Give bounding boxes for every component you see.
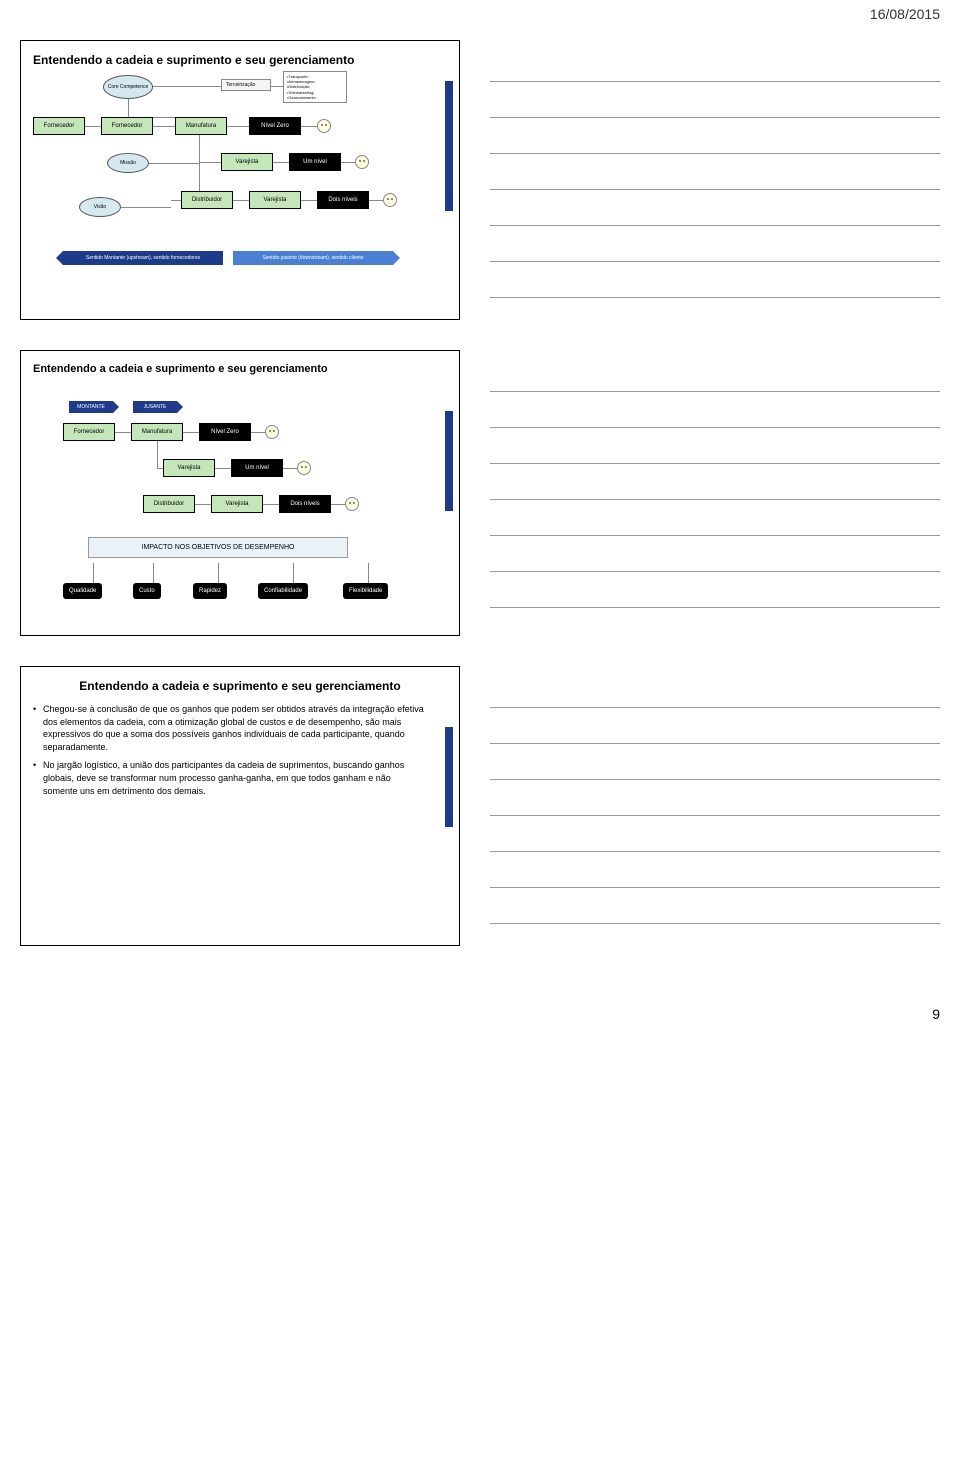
smiley-3 (383, 193, 397, 207)
line (157, 441, 158, 468)
dois-niveis: Dois níveis (317, 191, 369, 209)
slide-3: Entendendo a cadeia e suprimento e seu g… (20, 666, 460, 946)
line (195, 504, 211, 505)
line (93, 563, 94, 583)
arrow-montante: Sentido Montante (upstream), sentido for… (63, 251, 223, 265)
page-number: 9 (0, 996, 960, 1042)
slide-1: Entendendo a cadeia e suprimento e seu g… (20, 40, 460, 320)
slide2-title: Entendendo a cadeia e suprimento e seu g… (33, 363, 447, 375)
sidebar-text: UNIVERSIDADE SALVADOR – UNIFACS (451, 91, 457, 199)
varejista-b2: Varejista (211, 495, 263, 513)
line (157, 468, 163, 469)
obj-flexibilidade: Flexibilidade (343, 583, 388, 599)
fornecedor-1: Fornecedor (33, 117, 85, 135)
bullet-box: •Transporte; •Armazenagem; •Distribuição… (283, 71, 347, 103)
obj-qualidade: Qualidade (63, 583, 102, 599)
slide1-title: Entendendo a cadeia e suprimento e seu g… (33, 53, 447, 67)
line (153, 126, 175, 127)
impact-box: IMPACTO NOS OBJETIVOS DE DESEMPENHO (88, 537, 348, 558)
line (115, 432, 131, 433)
diagram-2: MONTANTE JUSANTE Fornecedor Manufatura N… (33, 383, 447, 623)
line (273, 162, 289, 163)
obj-custo: Custo (133, 583, 161, 599)
lines-col-3 (490, 666, 940, 946)
terc-box: Terceirização (221, 79, 271, 91)
line (218, 563, 219, 583)
line (121, 207, 171, 208)
smiley-b2 (297, 461, 311, 475)
line (149, 163, 199, 164)
sidebar-text-2: UNIVERSIDADE SALVADOR – UNIFACS (451, 416, 457, 524)
bullet5: •Gerenciamento (287, 95, 316, 100)
varejista-1: Varejista (221, 153, 273, 171)
line (301, 200, 317, 201)
um-nivel-b: Um nível (231, 459, 283, 477)
manufatura-b: Manufatura (131, 423, 183, 441)
line (183, 432, 199, 433)
core-oval: Core Competence (103, 75, 153, 99)
slide3-title: Entendendo a cadeia e suprimento e seu g… (33, 679, 447, 693)
smiley-1 (317, 119, 331, 133)
sidebar-text-3: UNIVERSIDADE SALVADOR – UNIFACS (451, 732, 457, 840)
line (341, 162, 355, 163)
line (199, 135, 200, 163)
missao-oval: Missão (107, 153, 149, 173)
line (293, 563, 294, 583)
slide-2: Entendendo a cadeia e suprimento e seu g… (20, 350, 460, 636)
line (171, 200, 181, 201)
distribuidor: Distribuidor (181, 191, 233, 209)
nivel-zero: Nível Zero (249, 117, 301, 135)
varejista-2: Varejista (249, 191, 301, 209)
line (251, 432, 265, 433)
arrow-jusante: Sentido jusante (downstream), sentido cl… (233, 251, 393, 265)
smiley-b3 (345, 497, 359, 511)
manufatura: Manufatura (175, 117, 227, 135)
line (128, 99, 129, 117)
line (369, 200, 383, 201)
obj-confiabilidade: Confiabilidade (258, 583, 308, 599)
dois-niveis-b: Dois níveis (279, 495, 331, 513)
line (263, 504, 279, 505)
nivel-zero-b: Nível Zero (199, 423, 251, 441)
fornecedor-2: Fornecedor (101, 117, 153, 135)
line (331, 504, 345, 505)
varejista-b1: Varejista (163, 459, 215, 477)
lines-col-1 (490, 40, 940, 320)
line (153, 563, 154, 583)
line (227, 126, 249, 127)
date-header: 16/08/2015 (870, 6, 940, 22)
um-nivel: Um nível (289, 153, 341, 171)
line (271, 86, 283, 87)
smiley-2 (355, 155, 369, 169)
line (233, 200, 249, 201)
montante-arrow: MONTANTE (69, 401, 113, 413)
line (199, 162, 221, 163)
obj-rapidez: Rapidez (193, 583, 227, 599)
slide3-bullet-1: Chegou-se à conclusão de que os ganhos q… (33, 703, 427, 753)
line (153, 86, 221, 87)
line (215, 468, 231, 469)
slide3-bullet-2: No jargão logístico, a união dos partici… (33, 759, 427, 797)
line (368, 563, 369, 583)
line (283, 468, 297, 469)
line (85, 126, 101, 127)
diagram-1: Core Competence Terceirização •Transport… (33, 75, 447, 305)
distribuidor-b: Distribuidor (143, 495, 195, 513)
line (301, 126, 317, 127)
lines-col-2 (490, 350, 940, 636)
fornecedor-b: Fornecedor (63, 423, 115, 441)
smiley-b1 (265, 425, 279, 439)
visao-oval: Visão (79, 197, 121, 217)
jusante-arrow: JUSANTE (133, 401, 177, 413)
